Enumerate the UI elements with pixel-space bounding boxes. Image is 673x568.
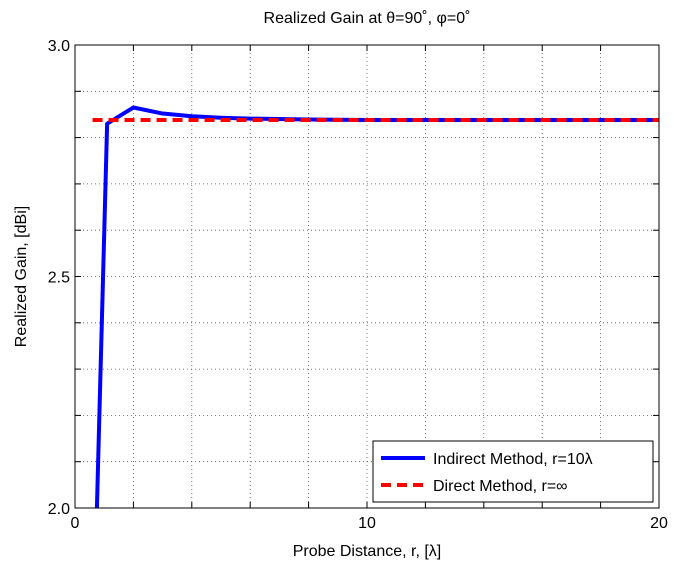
x-tick-label: 0 bbox=[71, 515, 80, 532]
legend: Indirect Method, r=10λ Direct Method, r=… bbox=[372, 440, 654, 503]
legend-label-direct: Direct Method, r=∞ bbox=[433, 478, 568, 495]
tick-layer: 0 10 20 2.0 2.5 3.0 bbox=[48, 38, 668, 532]
grid bbox=[75, 45, 659, 508]
legend-box bbox=[372, 440, 654, 503]
y-tick-label: 2.0 bbox=[48, 501, 70, 518]
y-tick-label: 3.0 bbox=[48, 38, 70, 55]
x-tick-label: 20 bbox=[650, 515, 668, 532]
chart-title: Realized Gain at θ=90˚, φ=0˚ bbox=[264, 10, 471, 27]
legend-label-indirect: Indirect Method, r=10λ bbox=[433, 451, 593, 468]
x-tick-label: 10 bbox=[358, 515, 376, 532]
y-tick-label: 2.5 bbox=[48, 270, 70, 287]
series-layer bbox=[92, 105, 659, 508]
x-axis-label: Probe Distance, r, [λ] bbox=[293, 543, 442, 560]
y-axis-label: Realized Gain, [dBi] bbox=[13, 206, 30, 347]
